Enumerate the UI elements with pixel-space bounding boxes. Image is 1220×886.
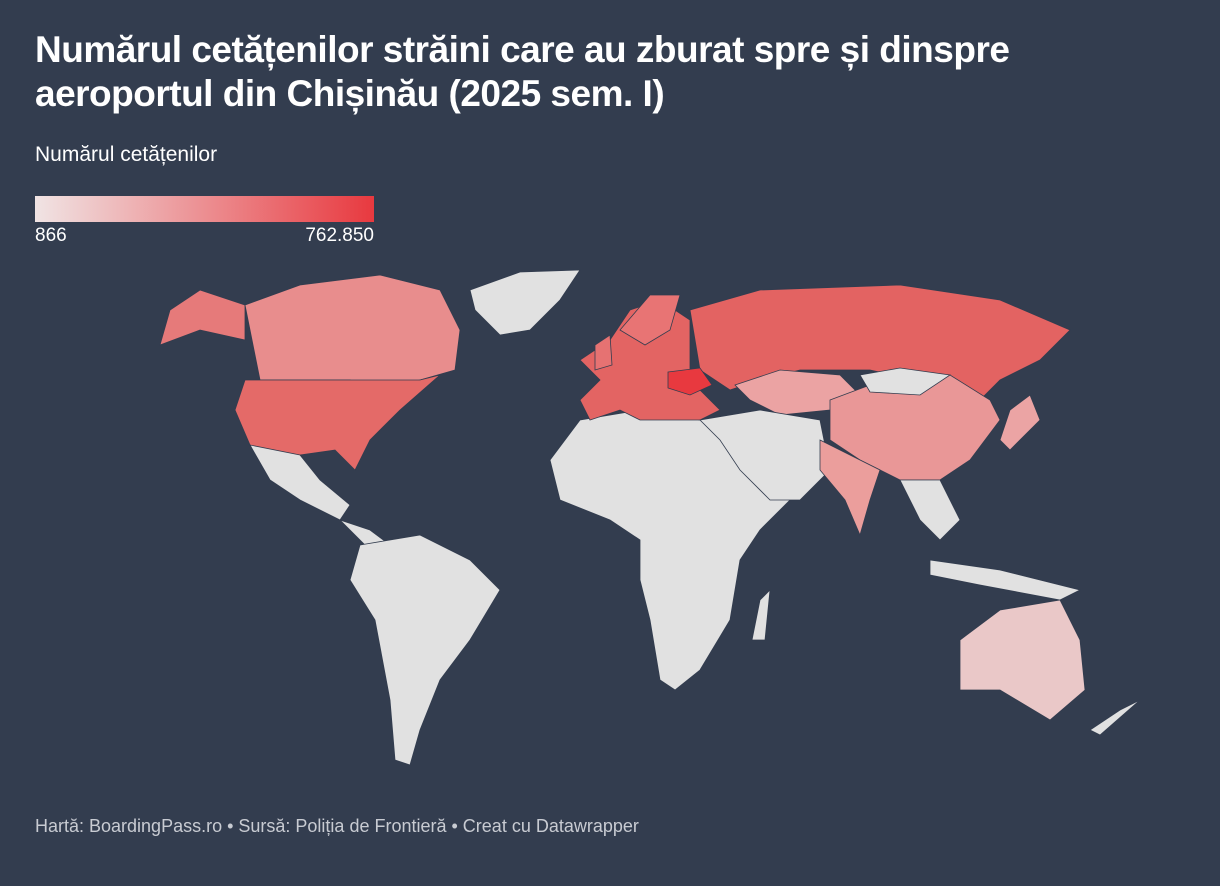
legend-max-label: 762.850	[305, 225, 374, 246]
mongolia	[859, 367, 952, 396]
ukraine	[667, 367, 713, 396]
greenland	[469, 269, 581, 336]
legend-title: Numărul cetățenilor	[35, 143, 218, 166]
legend-gradient	[35, 196, 374, 222]
footer: Hartă: BoardingPass.ro • Sursă: Poliția …	[35, 816, 639, 836]
alaska	[159, 289, 246, 346]
india	[819, 439, 881, 537]
uk	[594, 334, 613, 371]
scandinavia	[619, 294, 681, 346]
mexico	[249, 444, 351, 521]
madagascar	[751, 588, 771, 641]
japan	[999, 394, 1041, 451]
new-zealand	[1089, 699, 1141, 736]
canada	[244, 274, 461, 391]
title: Numărul cetățenilor străini care au zbur…	[35, 29, 1010, 114]
legend-min-label: 866	[35, 225, 67, 246]
countries	[159, 269, 1141, 766]
south-america	[349, 534, 501, 766]
australia	[959, 599, 1086, 721]
indonesia	[929, 559, 1082, 601]
southeast-asia	[899, 479, 961, 541]
middle-east	[699, 409, 831, 501]
